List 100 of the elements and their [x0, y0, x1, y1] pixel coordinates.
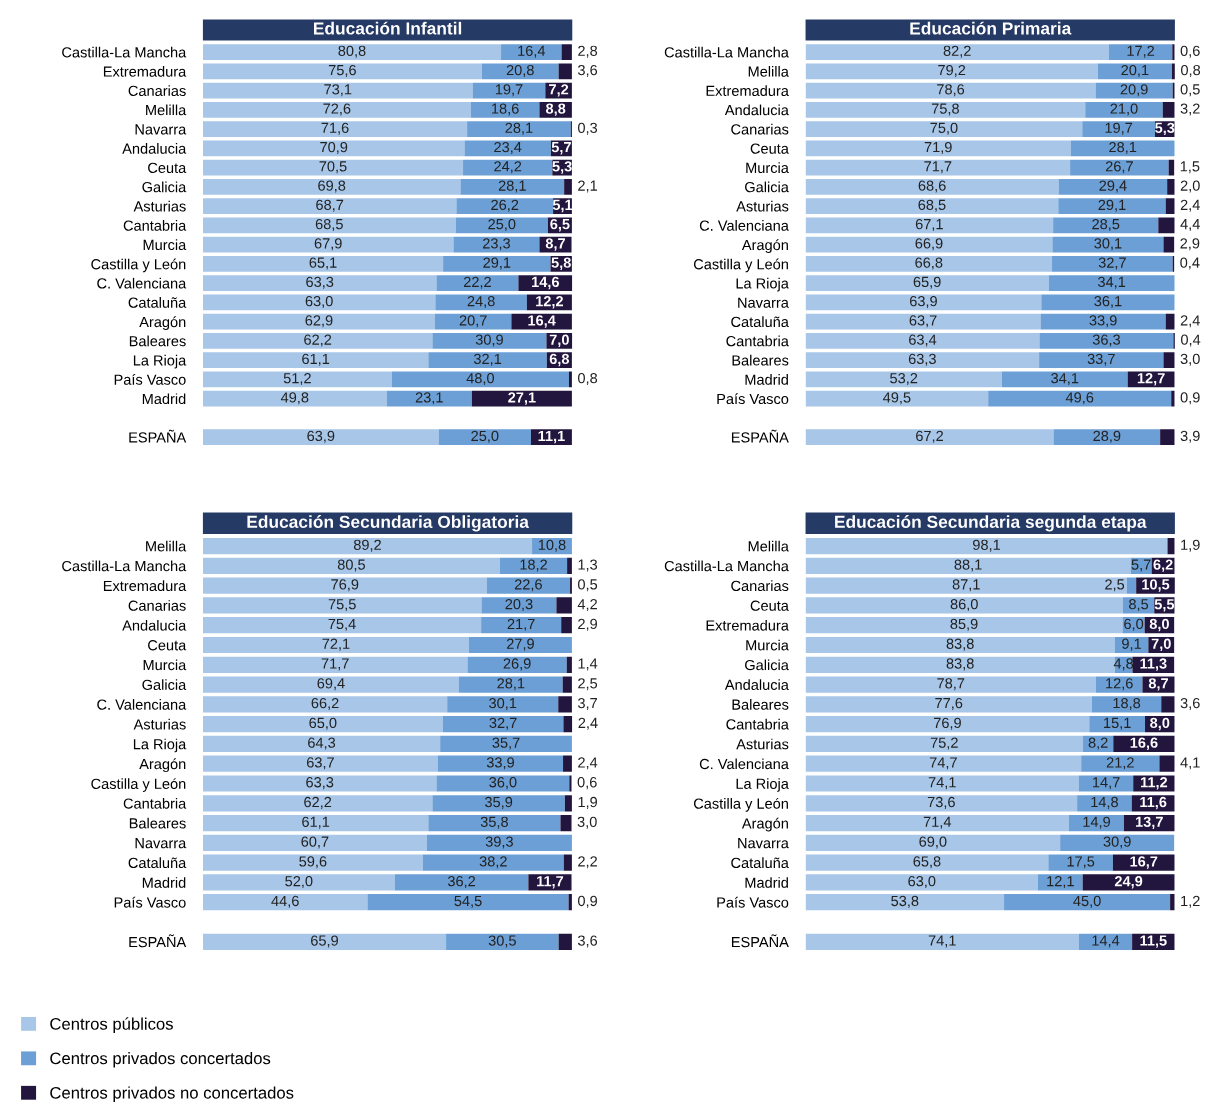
data-label: 33,9	[486, 757, 514, 770]
y-tick-label: Murcia	[746, 162, 789, 174]
data-label: 4,1	[1180, 757, 1200, 770]
bar	[1160, 429, 1175, 446]
bar	[202, 140, 465, 157]
bar	[988, 390, 1172, 407]
data-label: 68,7	[316, 199, 344, 212]
data-label: 49,8	[280, 392, 309, 405]
data-label: 20,9	[1120, 84, 1148, 97]
bar	[455, 217, 548, 234]
bar	[1085, 101, 1163, 118]
bar	[1058, 198, 1166, 215]
y-tick-label: Castilla-La Mancha	[664, 46, 789, 58]
data-label: 32,7	[1098, 257, 1126, 270]
bar	[805, 894, 1005, 911]
data-label: 28,1	[1109, 141, 1137, 154]
bar	[511, 313, 572, 330]
y-tick-label: País Vasco	[114, 896, 186, 908]
bar	[202, 854, 423, 871]
bar	[1122, 597, 1155, 614]
data-label: 66,8	[915, 257, 943, 270]
bar	[805, 636, 1115, 654]
y-tick-label: Cantabria	[726, 718, 789, 730]
y-tick-label: La Rioja	[133, 738, 187, 753]
bar	[435, 294, 527, 311]
bar	[805, 696, 1092, 713]
legend-label: Centros privados no concertados	[50, 1086, 294, 1102]
y-tick-label: Asturias	[736, 200, 789, 212]
data-label: 35,8	[480, 816, 508, 829]
y-tick-label: Andalucia	[724, 104, 789, 116]
data-label: 0,8	[578, 373, 598, 386]
y-tick-label: Castilla y León	[693, 258, 788, 273]
data-label: 33,9	[1089, 315, 1117, 328]
bar	[805, 429, 1054, 446]
bar	[805, 775, 1079, 792]
bar	[428, 352, 547, 369]
bar	[486, 577, 571, 594]
bar	[805, 159, 1071, 176]
data-label: 8,7	[545, 238, 565, 251]
y-tick-label: Baleares	[129, 335, 186, 347]
data-label: 63,7	[909, 315, 937, 328]
data-label: 3,6	[1180, 697, 1200, 710]
bar	[471, 390, 572, 407]
data-label: 72,1	[322, 638, 350, 651]
data-label: 18,6	[492, 103, 519, 116]
bar	[805, 140, 1071, 157]
data-label: 7,2	[549, 84, 569, 97]
data-label: 63,3	[306, 777, 334, 790]
data-label: 63,4	[909, 334, 937, 347]
bar	[1070, 159, 1169, 176]
bar	[202, 557, 500, 574]
data-label: 5,3	[1155, 122, 1175, 136]
bar	[202, 933, 447, 950]
bar	[1070, 140, 1175, 157]
bar	[1108, 44, 1173, 60]
y-tick-label: C. Valenciana	[97, 277, 187, 289]
data-label: 28,1	[505, 122, 533, 135]
bar	[464, 140, 551, 157]
bar	[1078, 933, 1133, 950]
bar	[367, 894, 569, 911]
data-label: 18,8	[1113, 697, 1141, 710]
data-label: 53,8	[891, 895, 919, 908]
bar	[563, 755, 572, 772]
data-label: 3,7	[577, 697, 597, 710]
bar	[805, 597, 1123, 614]
bar	[202, 735, 441, 753]
bar	[202, 198, 457, 215]
bar	[805, 656, 1115, 673]
data-label: 30,1	[489, 697, 517, 710]
y-tick-label: Navarra	[738, 838, 789, 849]
data-label: 36,1	[1094, 295, 1122, 309]
bar	[435, 313, 512, 330]
data-label: 68,5	[315, 218, 343, 232]
data-label: 23,4	[494, 141, 522, 154]
bar	[202, 874, 395, 891]
data-label: 65,9	[311, 935, 338, 948]
data-label: 22,2	[463, 276, 491, 289]
data-label: 8,7	[1148, 678, 1168, 691]
bar	[202, 537, 533, 555]
bar	[1053, 217, 1159, 234]
bar	[805, 874, 1039, 891]
bar	[202, 676, 459, 693]
y-tick-label: Cantabria	[123, 798, 187, 809]
data-label: 75,5	[328, 599, 356, 612]
data-label: 30,9	[475, 334, 503, 347]
data-label: 73,1	[324, 84, 352, 97]
bar	[558, 63, 572, 80]
data-label: 69,0	[919, 836, 947, 849]
y-tick-label: Ceuta	[148, 162, 187, 174]
bar	[1163, 352, 1175, 369]
data-label: 12,1	[1047, 876, 1074, 889]
bar	[1082, 874, 1175, 891]
data-label: 69,4	[317, 678, 345, 691]
bar	[422, 854, 564, 871]
data-label: 20,8	[506, 64, 534, 77]
data-label: 83,8	[946, 658, 974, 671]
data-label: 16,4	[528, 315, 556, 328]
y-tick-label: Galicia	[142, 181, 187, 193]
bar	[467, 121, 571, 137]
bar	[202, 617, 482, 634]
